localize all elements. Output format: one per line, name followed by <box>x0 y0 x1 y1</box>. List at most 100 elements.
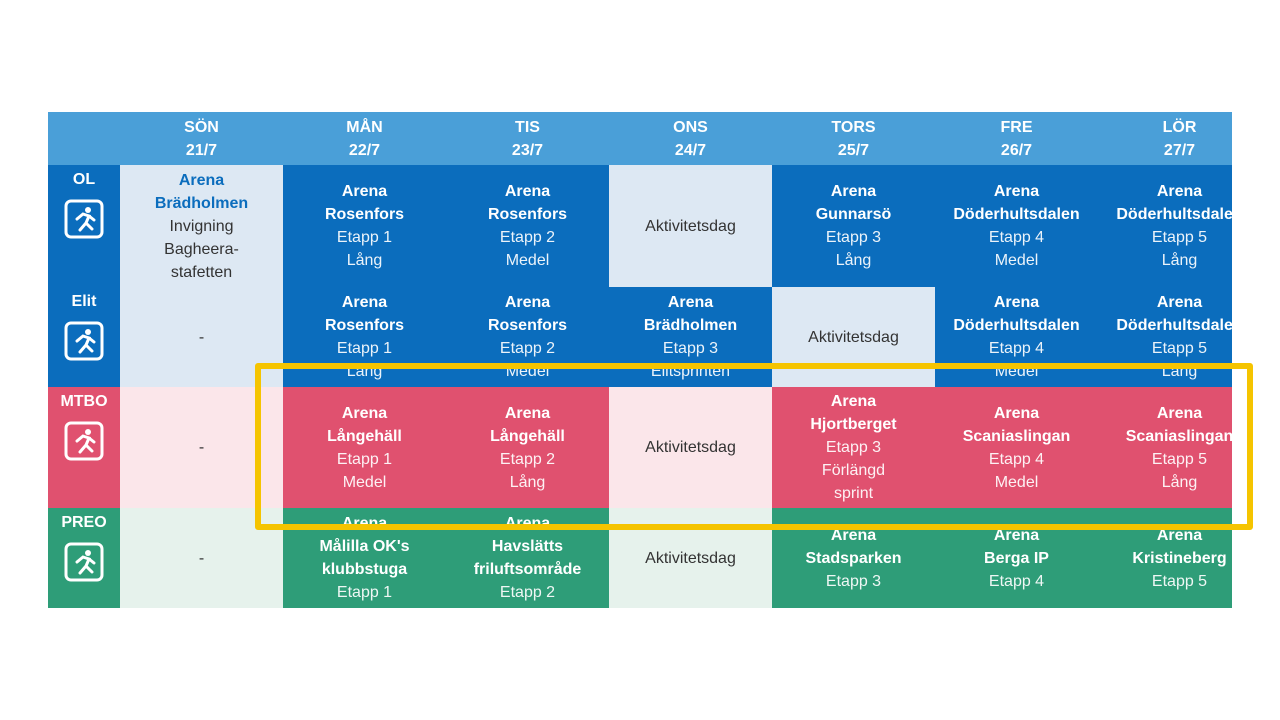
detail: Medel <box>342 473 387 491</box>
day-date: 21/7 <box>185 141 218 159</box>
venue: friluftsområde <box>473 561 582 578</box>
detail: Medel <box>994 473 1039 491</box>
venue: Döderhultsdalen <box>953 317 1080 334</box>
detail: Etapp 5 <box>1151 340 1208 357</box>
detail: Etapp 1 <box>336 450 393 468</box>
venue: Berga IP <box>984 549 1049 567</box>
day-header: FRE 26/7 <box>935 112 1098 165</box>
sport-icon <box>64 421 104 461</box>
venue: Arena <box>830 526 877 544</box>
venue: Arena <box>504 404 551 422</box>
schedule-cell: Arena Döderhultsdalen Etapp 4 Medel <box>935 287 1098 387</box>
detail: Aktivitetsdag <box>645 439 736 456</box>
header-bar <box>48 112 1232 165</box>
schedule-cell: Arena Brädholmen Etapp 3 Elitsprinten <box>609 287 772 387</box>
detail: stafetten <box>170 263 233 281</box>
day-header: ONS 24/7 <box>609 112 772 165</box>
day-date: 26/7 <box>1000 141 1033 159</box>
detail: Etapp 3 <box>825 439 882 456</box>
detail: - <box>198 439 205 456</box>
schedule-cell: Arena Scaniaslingan Etapp 5 Lång <box>1098 387 1232 508</box>
detail: Etapp 5 <box>1151 450 1208 468</box>
schedule-cell: Arena Rosenfors Etapp 1 Lång <box>283 165 446 287</box>
detail: Etapp 3 <box>662 340 719 357</box>
venue: Arena <box>178 171 225 189</box>
detail: - <box>198 328 205 346</box>
detail: Medel <box>505 252 550 269</box>
venue: Stadsparken <box>805 549 902 567</box>
detail: Lång <box>1161 252 1198 269</box>
schedule-cell: Aktivitetsdag <box>609 165 772 287</box>
detail: Etapp 5 <box>1151 572 1208 590</box>
venue: Långehäll <box>490 427 565 445</box>
venue: Arena <box>993 294 1040 311</box>
detail: Etapp 1 <box>336 229 393 246</box>
day-name: LÖR <box>1162 118 1197 136</box>
row-label-text: PREO <box>61 514 107 531</box>
venue: Långehäll <box>327 427 402 445</box>
schedule-cell: Arena Gunnarsö Etapp 3 Lång <box>772 165 935 287</box>
venue: Havslätts <box>491 538 564 555</box>
venue: Rosenfors <box>324 206 405 223</box>
venue: Arena <box>993 526 1040 544</box>
detail: Aktivitetsdag <box>808 328 899 346</box>
detail: Etapp 5 <box>1151 229 1208 246</box>
day-date: 23/7 <box>511 141 544 159</box>
schedule-cell: Arena Brädholmen Invigning Bagheera-stafett… <box>120 165 283 287</box>
venue: Arena <box>1156 294 1203 311</box>
venue: Arena <box>993 404 1040 422</box>
detail: Aktivitetsdag <box>645 217 736 235</box>
detail: Etapp 3 <box>825 229 882 246</box>
venue: Kristineberg <box>1132 549 1227 567</box>
day-header: SÖN 21/7 <box>120 112 283 165</box>
detail: Etapp 4 <box>988 450 1045 468</box>
venue: Arena <box>830 393 877 410</box>
day-name: SÖN <box>184 118 219 136</box>
schedule-cell: Arena Långehäll Etapp 2 Lång <box>446 387 609 508</box>
day-date: 22/7 <box>348 141 381 159</box>
venue: Arena <box>1156 183 1203 200</box>
venue: Brädholmen <box>643 317 738 334</box>
schedule-cell: Arena Döderhultsdalen Etapp 5 Lång <box>1098 165 1232 287</box>
venue: Arena <box>1156 404 1203 422</box>
day-date: 24/7 <box>674 141 707 159</box>
detail: Etapp 1 <box>336 584 393 601</box>
schedule-cell: Arena Scaniaslingan Etapp 4 Medel <box>935 387 1098 508</box>
day-name: TORS <box>831 118 876 136</box>
detail: Invigning <box>169 217 234 235</box>
day-name: ONS <box>673 118 708 136</box>
detail: Etapp 4 <box>988 229 1045 246</box>
sport-icon <box>64 199 104 239</box>
schedule-cell: Arena Hjortberget Etapp 3 Förlängd sprint <box>772 387 935 508</box>
schedule-cell: Arena Långehäll Etapp 1 Medel <box>283 387 446 508</box>
detail: Lång <box>1161 473 1198 491</box>
schedule-table: SÖN 21/7 MÅN 22/7 TIS 23/7 ONS 24/7 TORS 25/7 FRE 2… <box>48 112 1232 608</box>
venue: Scaniaslingan <box>962 427 1071 445</box>
detail: Lång <box>509 473 546 491</box>
venue: Arena <box>667 294 714 311</box>
day-header: MÅN 22/7 <box>283 112 446 165</box>
venue: Arena <box>504 294 551 311</box>
detail: Aktivitetsdag <box>645 549 736 567</box>
venue: Döderhultsdalen <box>1116 317 1232 334</box>
schedule-cell: Aktivitetsdag <box>772 287 935 387</box>
venue: Rosenfors <box>487 317 568 334</box>
schedule-cell: Aktivitetsdag <box>609 387 772 508</box>
day-header: LÖR 27/7 <box>1098 112 1232 165</box>
detail: Etapp 3 <box>825 572 882 590</box>
detail: Lång <box>835 252 872 269</box>
detail: Etapp 1 <box>336 340 393 357</box>
venue: Arena <box>1156 526 1203 544</box>
detail: Etapp 4 <box>988 572 1045 590</box>
detail: Bagheera- <box>164 240 239 258</box>
venue: Arena <box>993 183 1040 200</box>
detail: Medel <box>994 252 1039 269</box>
venue: Arena <box>341 294 388 311</box>
detail: Etapp 4 <box>988 340 1045 357</box>
venue: Döderhultsdalen <box>953 206 1080 223</box>
detail: Förlängd <box>821 462 886 479</box>
venue: Gunnarsö <box>815 206 892 223</box>
venue: Arena <box>341 404 388 422</box>
day-name: TIS <box>515 118 540 136</box>
